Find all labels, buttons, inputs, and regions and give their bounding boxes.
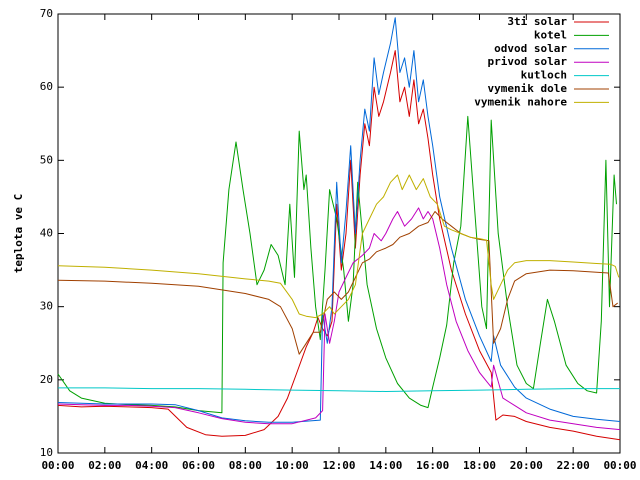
- y-tick-label: 10: [40, 446, 53, 459]
- y-tick-label: 50: [40, 153, 53, 166]
- legend-label-4: kutloch: [521, 69, 567, 82]
- series-line-2: [57, 17, 621, 423]
- x-tick-label: 02:00: [88, 459, 121, 472]
- series-line-3: [57, 207, 621, 431]
- series-lines: [57, 17, 621, 441]
- series-line-4: [58, 387, 620, 392]
- x-tick-label: 04:00: [135, 459, 168, 472]
- series-line-0: [57, 50, 621, 441]
- y-tick-label: 20: [40, 373, 53, 386]
- series-line-6: [57, 174, 620, 319]
- legend-label-5: vymenik dole: [488, 82, 568, 95]
- x-tick-label: 10:00: [276, 459, 309, 472]
- y-tick-label: 60: [40, 80, 53, 93]
- axis-ticks: 10 20 30 40 50 60 70 00:00 02:00 04:00 06:00 08:00 1…: [40, 7, 637, 472]
- legend-label-2: odvod solar: [494, 42, 567, 55]
- legend-label-3: privod solar: [488, 55, 568, 68]
- x-tick-label: 00:00: [603, 459, 636, 472]
- x-tick-label: 08:00: [229, 459, 262, 472]
- legend-label-0: 3ti solar: [507, 15, 567, 28]
- x-tick-label: 00:00: [41, 459, 74, 472]
- y-axis-label: teplota ve C: [12, 194, 25, 273]
- legend-label-6: vymenik nahore: [474, 95, 567, 108]
- x-tick-label: 14:00: [369, 459, 402, 472]
- y-tick-label: 40: [40, 227, 53, 240]
- x-tick-label: 20:00: [510, 459, 543, 472]
- x-tick-label: 06:00: [182, 459, 215, 472]
- y-tick-label: 30: [40, 300, 53, 313]
- series-line-1: [57, 115, 617, 414]
- x-tick-label: 18:00: [463, 459, 496, 472]
- legend-label-1: kotel: [534, 28, 567, 41]
- x-tick-label: 12:00: [322, 459, 355, 472]
- x-tick-label: 16:00: [416, 459, 449, 472]
- x-tick-label: 22:00: [557, 459, 590, 472]
- series-line-5: [57, 211, 619, 355]
- y-tick-label: 70: [40, 7, 53, 20]
